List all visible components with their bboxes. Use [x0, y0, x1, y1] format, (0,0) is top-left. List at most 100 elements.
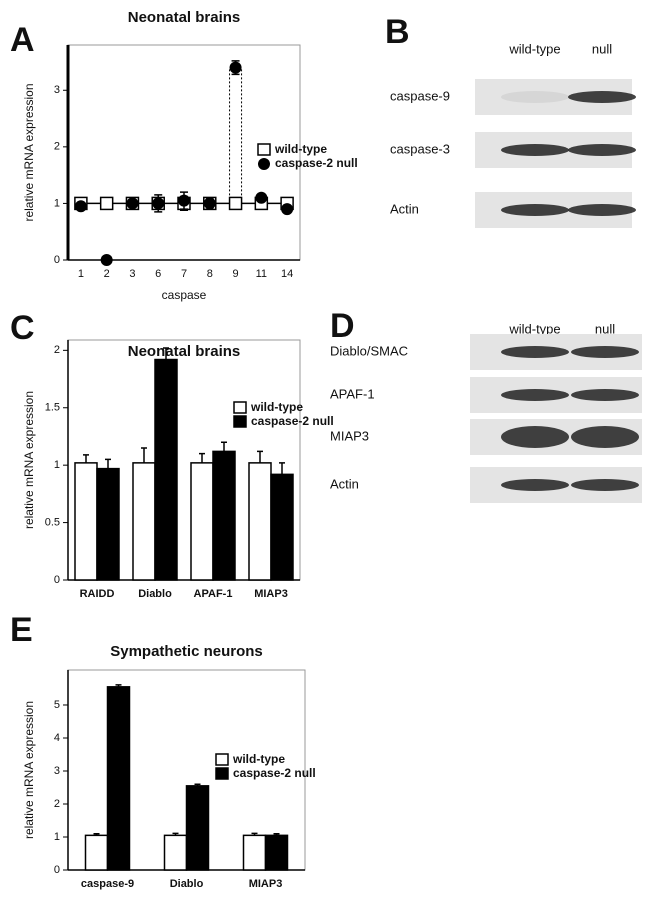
error-bar — [257, 450, 263, 463]
bar — [242, 834, 267, 871]
protein-label: caspase-3 — [390, 141, 450, 156]
bar — [270, 473, 294, 581]
bar — [264, 834, 289, 871]
legend-marker — [215, 753, 229, 766]
band — [571, 389, 639, 401]
x-tick-label: 7 — [181, 268, 187, 280]
band — [571, 479, 639, 491]
bar — [190, 462, 214, 581]
chart-title: Neonatal brains — [128, 343, 241, 360]
band — [501, 346, 569, 358]
bar — [74, 462, 98, 581]
band — [501, 91, 569, 103]
panel-label: C — [10, 309, 35, 347]
y-tick-label: 3 — [54, 84, 60, 96]
error-bar — [279, 462, 285, 475]
marker — [229, 61, 242, 74]
legend-marker — [215, 767, 229, 780]
marker — [100, 254, 113, 266]
y-axis-label: relative mRNA expression — [22, 391, 36, 529]
y-axis-label: relative mRNA expression — [22, 701, 36, 839]
bar — [212, 450, 236, 581]
protein-label: APAF-1 — [330, 386, 375, 401]
y-tick-label: 0 — [54, 864, 60, 876]
legend-label: wild-type — [274, 142, 327, 156]
y-tick-label: 0 — [54, 254, 60, 266]
chart-title: Sympathetic neurons — [110, 643, 263, 660]
protein-label: Actin — [330, 476, 359, 491]
legend-label: wild-type — [250, 400, 303, 414]
error-bar — [199, 452, 205, 463]
panel-label: E — [10, 611, 33, 649]
band — [501, 389, 569, 401]
legend-label: caspase-2 null — [275, 156, 358, 170]
bar — [248, 462, 272, 581]
bar — [106, 686, 131, 871]
y-tick-label: 2 — [54, 141, 60, 153]
error-bar — [221, 441, 227, 452]
lane-label: wild-type — [508, 321, 560, 336]
x-tick-label: Diablo — [138, 588, 172, 600]
marker — [74, 200, 87, 213]
y-tick-label: 1.5 — [45, 402, 60, 414]
legend-label: caspase-2 null — [233, 766, 316, 780]
band — [501, 479, 569, 491]
bar — [185, 785, 210, 871]
band — [501, 144, 569, 156]
x-tick-label: 1 — [78, 268, 84, 280]
bar — [84, 834, 109, 871]
y-tick-label: 3 — [54, 765, 60, 777]
x-tick-label: MIAP3 — [249, 878, 283, 890]
marker — [281, 203, 294, 216]
x-tick-label: RAIDD — [80, 588, 115, 600]
marker — [255, 191, 268, 204]
marker — [203, 197, 216, 210]
bar — [154, 358, 178, 581]
marker — [178, 194, 190, 207]
error-bar — [83, 454, 89, 463]
y-tick-label: 4 — [54, 732, 60, 744]
marker — [99, 196, 114, 211]
x-tick-label: 2 — [104, 268, 110, 280]
y-tick-label: 0 — [54, 574, 60, 586]
x-tick-label: Diablo — [170, 878, 204, 890]
lane-label: null — [595, 321, 615, 336]
y-tick-label: 2 — [54, 798, 60, 810]
y-tick-label: 1 — [54, 831, 60, 843]
legend-label: wild-type — [232, 752, 285, 766]
bar — [96, 467, 120, 581]
lane-label: wild-type — [508, 41, 560, 56]
y-tick-label: 1 — [54, 197, 60, 209]
legend-marker — [233, 415, 247, 428]
band — [501, 426, 569, 448]
y-tick-label: 2 — [54, 344, 60, 356]
panel-label: A — [10, 21, 35, 59]
band — [501, 204, 569, 216]
error-bar — [105, 458, 111, 469]
marker — [228, 196, 243, 211]
protein-label: caspase-9 — [390, 88, 450, 103]
marker — [152, 197, 165, 210]
x-tick-label: caspase-9 — [81, 878, 134, 890]
legend-label: caspase-2 null — [251, 414, 334, 428]
x-tick-label: 8 — [207, 268, 213, 280]
band — [571, 426, 639, 448]
bar — [132, 462, 156, 581]
chart-title: Neonatal brains — [128, 9, 241, 26]
band — [568, 91, 636, 103]
x-axis-label: caspase — [162, 288, 207, 302]
lane-label: null — [592, 41, 612, 56]
y-tick-label: 0.5 — [45, 516, 60, 528]
panel-label: D — [330, 307, 355, 345]
y-tick-label: 1 — [54, 459, 60, 471]
error-bar — [141, 447, 147, 463]
x-tick-label: 11 — [256, 268, 267, 280]
legend-marker — [233, 401, 247, 414]
legend-marker — [258, 158, 270, 170]
marker — [126, 197, 139, 210]
protein-label: MIAP3 — [330, 428, 369, 443]
x-tick-label: 9 — [232, 268, 238, 280]
protein-label: Actin — [390, 201, 419, 216]
y-tick-label: 5 — [54, 699, 60, 711]
